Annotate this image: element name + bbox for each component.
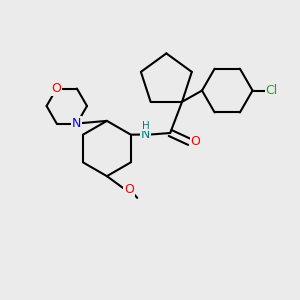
Text: N: N: [141, 128, 150, 141]
Text: O: O: [124, 183, 134, 196]
Text: N: N: [72, 117, 82, 130]
Text: O: O: [52, 82, 61, 95]
Text: O: O: [190, 135, 200, 148]
Text: H: H: [142, 121, 149, 131]
Text: Cl: Cl: [266, 84, 278, 97]
